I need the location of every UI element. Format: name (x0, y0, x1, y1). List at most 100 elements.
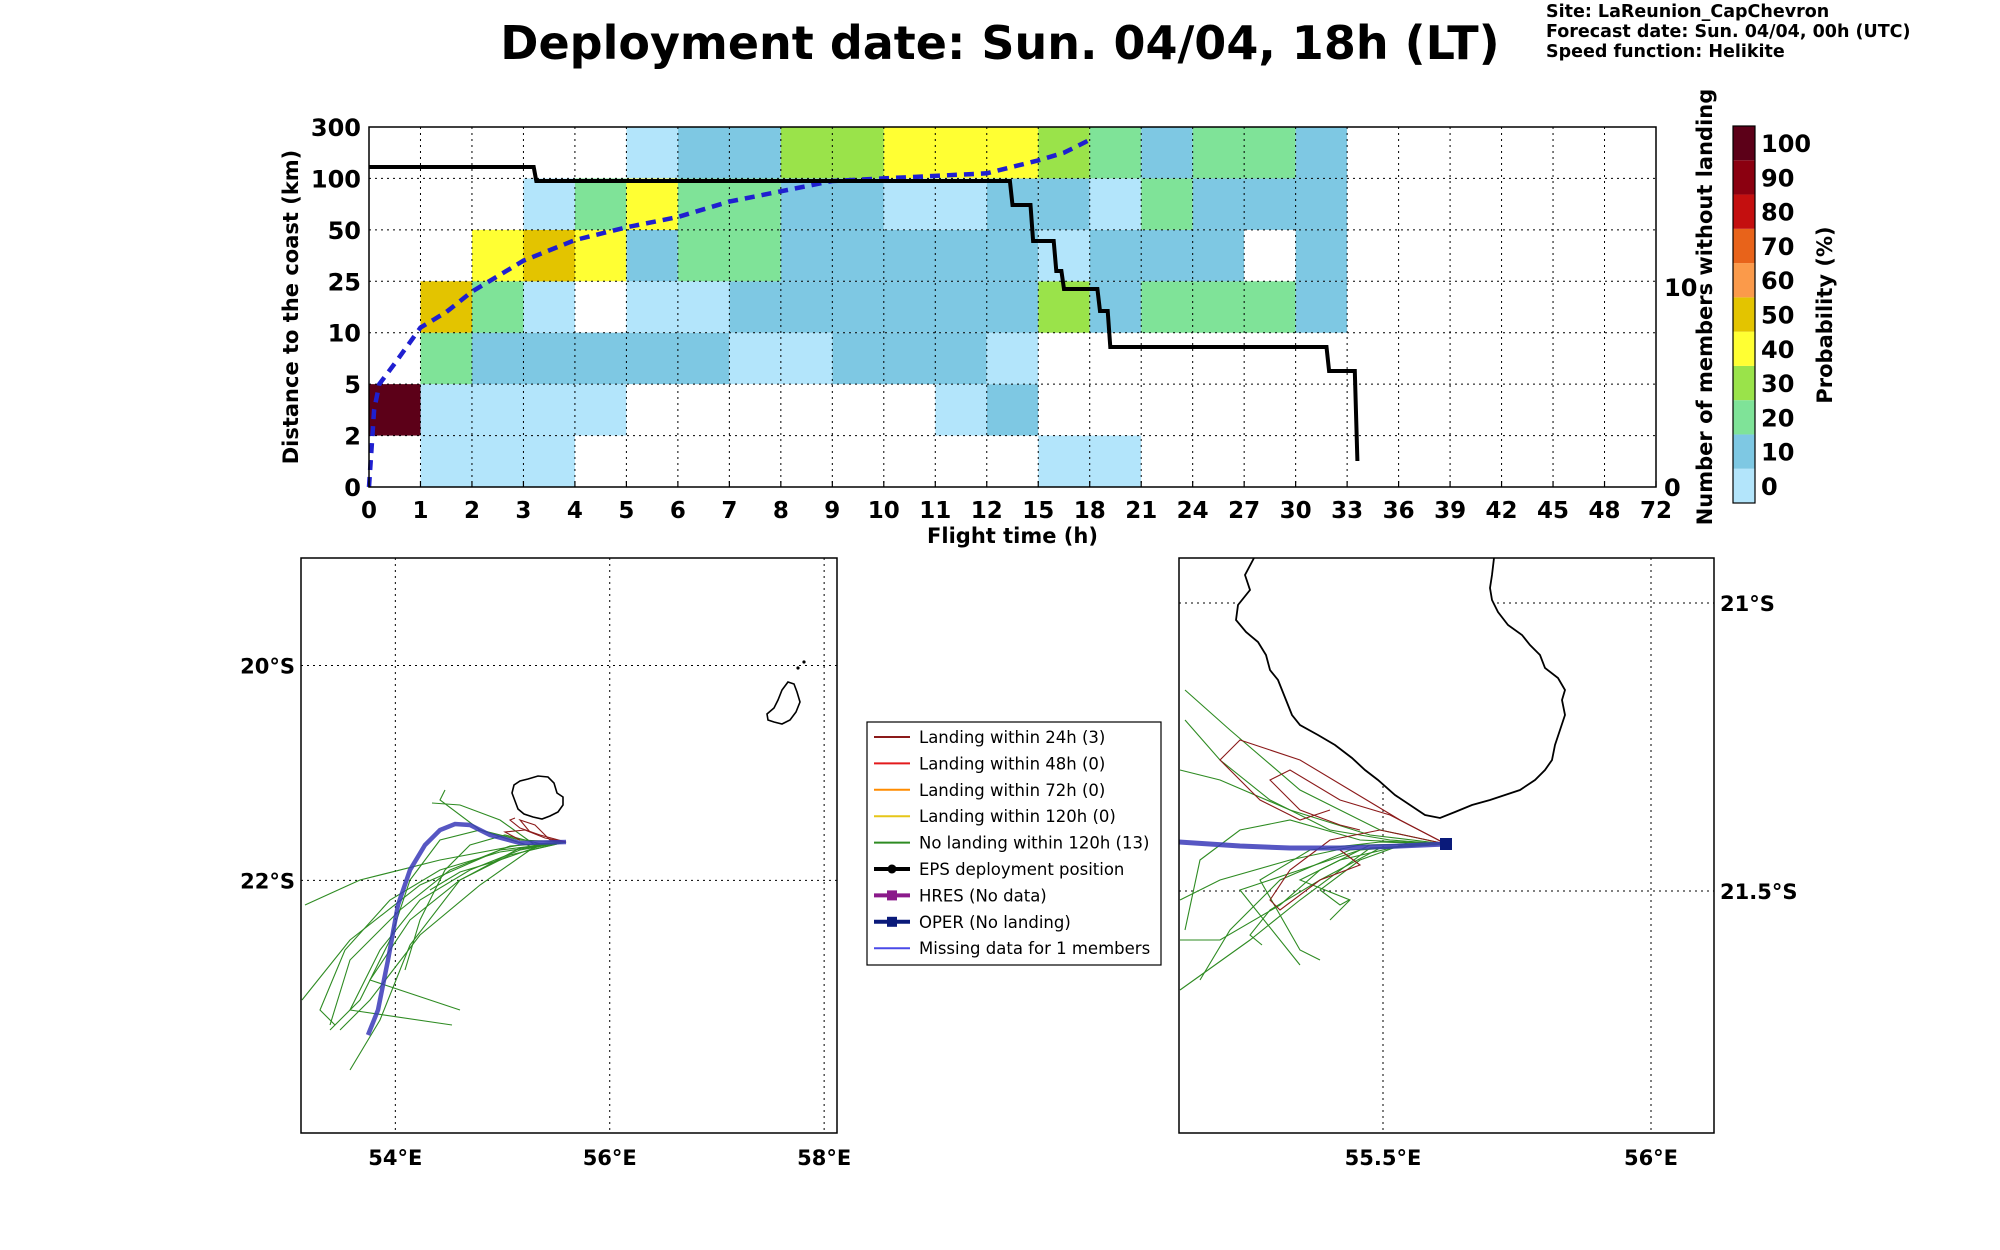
x-tick-label: 30 (1280, 498, 1312, 524)
heatmap-cell (1295, 127, 1348, 179)
x-tick-label: 11 (919, 498, 951, 524)
legend-entry-label: EPS deployment position (919, 860, 1124, 879)
legend-marker-square (887, 916, 897, 927)
x-tick-label: 33 (1331, 498, 1363, 524)
heatmap-cell (1038, 178, 1090, 230)
overview-map: 54°E 56°E 58°E 20°S 22°S (240, 557, 851, 1170)
heatmap-cell (780, 229, 1039, 282)
legend-box (866, 721, 1162, 966)
colorbar-tick-label: 70 (1761, 233, 1794, 261)
x-tick-label: 5 (618, 498, 634, 524)
reunion-island-outline (511, 775, 564, 820)
oper-trajectory (1178, 839, 1447, 851)
trajectory-landing-24h (1219, 739, 1447, 845)
legend-entry-label: HRES (No data) (919, 886, 1047, 905)
heatmap-cell (626, 229, 678, 282)
colorbar-segment (1733, 194, 1755, 229)
trajectory-no-landing (329, 829, 567, 1031)
probability-colorbar: 0 10 20 30 40 50 60 70 80 90 100 Probability (%) (1732, 125, 1837, 504)
legend-entry-label: OPER (No landing) (919, 913, 1071, 932)
y2-tick-label: 10 (1664, 274, 1697, 302)
trajectory-no-landing (1184, 819, 1447, 931)
x-tick-label: 48 (1589, 498, 1621, 524)
x-tick-label: 36 (1383, 498, 1415, 524)
probability-curve-line (366, 137, 1091, 488)
y2-tick-label: 0 (1664, 474, 1681, 502)
colorbar-tick-label: 90 (1761, 164, 1794, 192)
heatmap-cell (471, 332, 730, 385)
trajectory-no-landing (319, 841, 567, 1026)
colorbar-segment (1733, 160, 1755, 195)
map-lon-label: 58°E (797, 1146, 851, 1170)
heatmap-cell (1089, 127, 1142, 179)
legend-marker-dot (887, 864, 897, 874)
colorbar-tick-label: 20 (1761, 404, 1794, 432)
y-tick-label: 50 (328, 217, 361, 245)
map-lat-label: 20°S (240, 654, 295, 678)
trajectory-no-landing (349, 841, 567, 1026)
colorbar-tick-label: 80 (1761, 199, 1794, 227)
heatmap-cell (523, 229, 575, 282)
x-tick-label: 2 (464, 498, 480, 524)
heatmap-cell (471, 281, 524, 333)
colorbar-segment (1733, 365, 1755, 401)
x-tick-label: 21 (1125, 498, 1157, 524)
x-tick-label: 45 (1537, 498, 1569, 524)
overview-map-area (301, 558, 837, 1133)
x-tick-label: 10 (868, 498, 900, 524)
colorbar-tick-label: 40 (1761, 336, 1794, 364)
colorbar-tick-label: 50 (1761, 302, 1794, 330)
islet-dot (796, 666, 800, 670)
forecast-date-label: Forecast date: Sun. 04/04, 00h (UTC) (1546, 22, 1911, 42)
y-tick-label: 25 (328, 268, 361, 296)
legend-entry-label: Landing within 120h (0) (919, 807, 1116, 826)
colorbar-segment (1733, 228, 1755, 264)
colorbar-tick-label: 0 (1761, 473, 1778, 501)
heatmap-cell (935, 384, 987, 436)
oper-trajectory (365, 821, 567, 1036)
y2-axis-label: Number of members without landing (1693, 89, 1717, 526)
colorbar-tick-label: 60 (1761, 267, 1794, 295)
heatmap-cell (420, 435, 575, 487)
heatmap-cell (1038, 435, 1142, 487)
x-tick-label: 6 (670, 498, 686, 524)
heatmap-cell (677, 229, 781, 282)
site-label: Site: LaReunion_CapChevron (1546, 2, 1830, 22)
trajectory-no-landing (339, 841, 567, 1031)
map-lon-label: 56°E (583, 1146, 637, 1170)
x-tick-label: 4 (567, 498, 583, 524)
heatmap-cell (1089, 178, 1142, 230)
x-tick-label: 42 (1486, 498, 1518, 524)
zoom-map-frame (1178, 557, 1715, 1134)
colorbar-frame (1732, 125, 1756, 504)
heatmap-cell (523, 178, 575, 230)
heatmap-cell (1192, 178, 1348, 230)
heatmap-cell (420, 332, 472, 385)
y-tick-label: 2 (344, 423, 361, 451)
colorbar-segment (1733, 434, 1755, 469)
trajectory-no-landing (404, 834, 567, 971)
x-tick-label: 0 (361, 498, 377, 524)
figure-title: Deployment date: Sun. 04/04, 18h (LT) (500, 16, 1500, 70)
y-tick-label: 300 (311, 114, 361, 142)
probability-heatmap: 0 1 2 3 4 5 6 7 8 9 10 11 12 15 18 21 24 27 30 33 36 39 42 45 48… (279, 89, 1717, 548)
heatmap-cell (1141, 127, 1193, 179)
trajectory-landing-24h (1269, 769, 1447, 845)
colorbar-segment (1733, 468, 1755, 503)
map-lon-label: 56°E (1624, 1146, 1678, 1170)
heatmap-cell (986, 332, 1039, 385)
reunion-coast-outline (1235, 557, 1566, 819)
trajectory-no-landing (1319, 841, 1447, 906)
trajectory-no-landing (1184, 719, 1447, 845)
map-lat-label: 22°S (240, 869, 295, 893)
overview-map-frame (300, 557, 838, 1134)
members-without-landing-line (369, 165, 1360, 462)
map-lon-label: 55.5°E (1345, 1146, 1422, 1170)
x-tick-label: 12 (971, 498, 1003, 524)
heatmap-cell (1295, 281, 1348, 333)
map-legend: Landing within 24h (3) Landing within 48h… (866, 721, 1162, 966)
colorbar-segment (1733, 126, 1755, 161)
map-lat-label: 21°S (1720, 592, 1775, 616)
heatmap-cell (1038, 229, 1090, 282)
